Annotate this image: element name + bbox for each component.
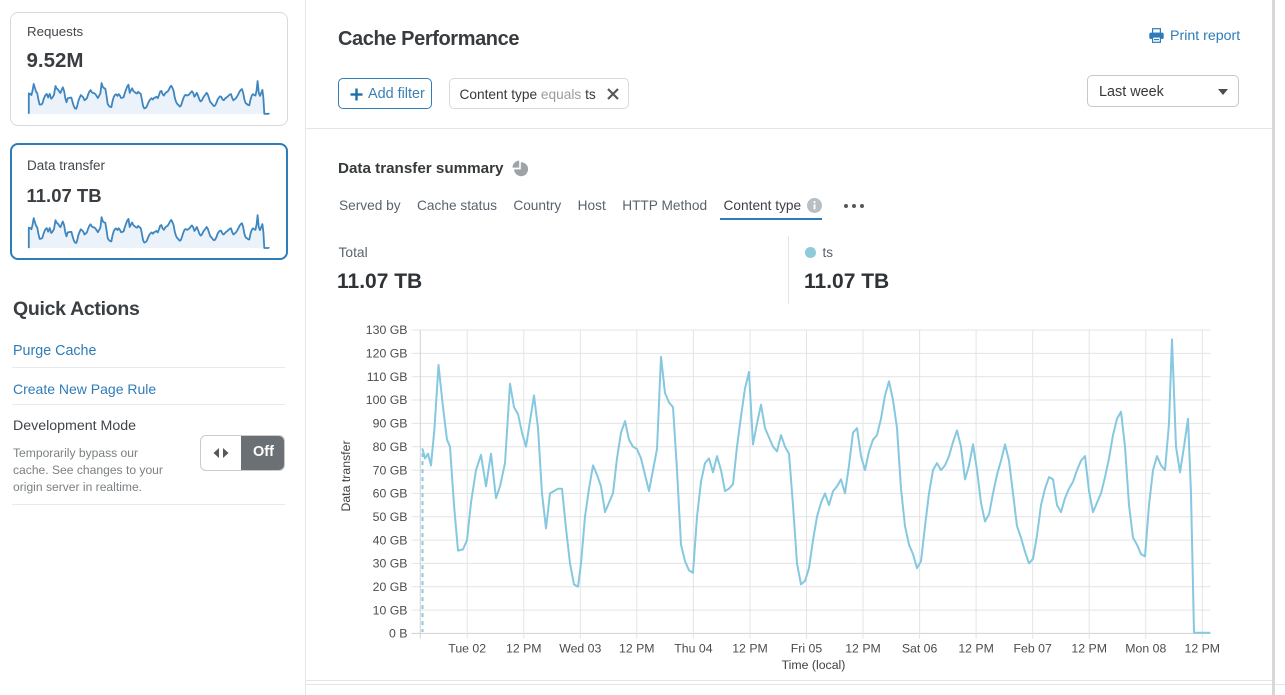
svg-text:Tue 02: Tue 02 — [448, 642, 486, 656]
svg-text:100 GB: 100 GB — [366, 393, 408, 407]
svg-text:40 GB: 40 GB — [373, 533, 408, 547]
svg-text:12 PM: 12 PM — [732, 642, 768, 656]
svg-text:12 PM: 12 PM — [1071, 642, 1107, 656]
svg-text:Wed 03: Wed 03 — [559, 642, 601, 656]
svg-text:Mon 08: Mon 08 — [1125, 642, 1166, 656]
svg-text:12 PM: 12 PM — [506, 642, 542, 656]
svg-text:Feb 07: Feb 07 — [1014, 642, 1052, 656]
svg-text:Thu 04: Thu 04 — [674, 642, 712, 656]
svg-text:120 GB: 120 GB — [366, 347, 408, 361]
svg-text:12 PM: 12 PM — [845, 642, 881, 656]
svg-text:Sat 06: Sat 06 — [902, 642, 938, 656]
svg-text:80 GB: 80 GB — [373, 440, 408, 454]
svg-text:12 PM: 12 PM — [619, 642, 655, 656]
svg-text:90 GB: 90 GB — [373, 417, 408, 431]
svg-text:10 GB: 10 GB — [373, 603, 408, 617]
svg-text:Fri 05: Fri 05 — [791, 642, 823, 656]
svg-text:30 GB: 30 GB — [373, 557, 408, 571]
svg-text:130 GB: 130 GB — [366, 323, 408, 337]
svg-text:Data transfer: Data transfer — [339, 440, 353, 511]
svg-text:12 PM: 12 PM — [1185, 642, 1221, 656]
svg-text:70 GB: 70 GB — [373, 463, 408, 477]
svg-text:0 B: 0 B — [389, 627, 407, 641]
svg-text:110 GB: 110 GB — [367, 370, 408, 384]
svg-text:50 GB: 50 GB — [373, 510, 408, 524]
svg-text:12 PM: 12 PM — [958, 642, 994, 656]
svg-text:20 GB: 20 GB — [373, 580, 408, 594]
svg-text:60 GB: 60 GB — [373, 487, 408, 501]
svg-text:Time (local): Time (local) — [782, 658, 846, 672]
